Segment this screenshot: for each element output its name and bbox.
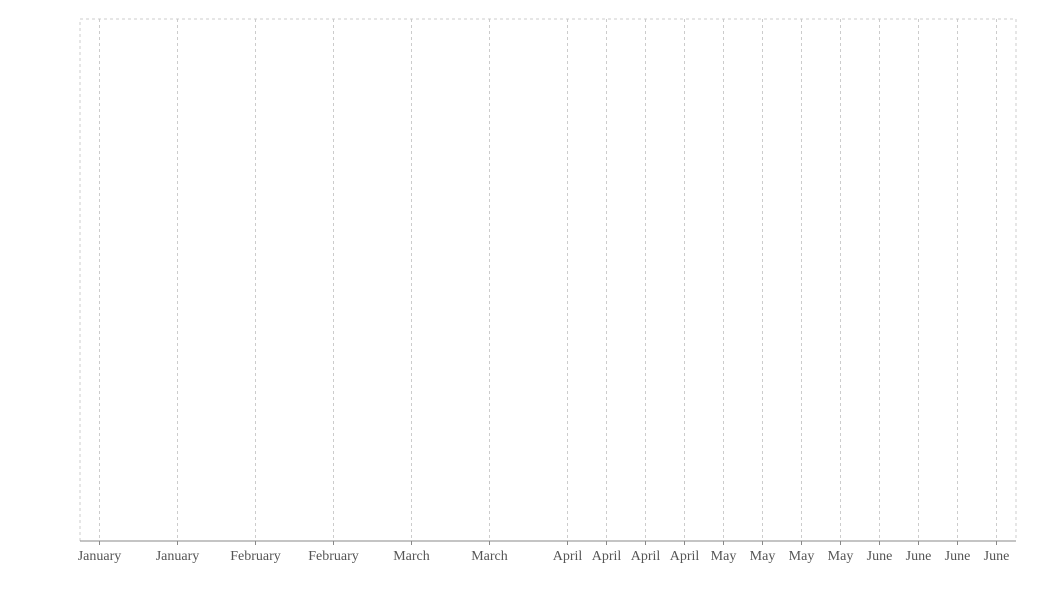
x-tick-label: April (631, 549, 661, 564)
x-tick-label: March (471, 549, 508, 564)
x-tick-label: May (711, 549, 737, 564)
x-tick-label: February (230, 549, 281, 564)
x-gridlines (99, 19, 997, 541)
plot-frame (79, 18, 1017, 542)
x-tick-label: June (867, 549, 893, 564)
x-tick-label: February (308, 549, 359, 564)
x-tick-label: April (553, 549, 583, 564)
x-tick-label: May (789, 549, 815, 564)
x-tick-label: April (592, 549, 622, 564)
x-tick-label: March (393, 549, 430, 564)
plot-area (79, 18, 1017, 542)
x-tick-label: June (906, 549, 932, 564)
x-tick-label: January (78, 549, 122, 564)
x-axis-ticks: January January February February March March… (78, 541, 1010, 564)
x-tick-label: May (828, 549, 854, 564)
x-tick-label: January (156, 549, 200, 564)
x-tick-label: June (984, 549, 1010, 564)
x-tick-label: April (670, 549, 700, 564)
x-tick-label: June (945, 549, 971, 564)
x-tick-label: May (750, 549, 776, 564)
